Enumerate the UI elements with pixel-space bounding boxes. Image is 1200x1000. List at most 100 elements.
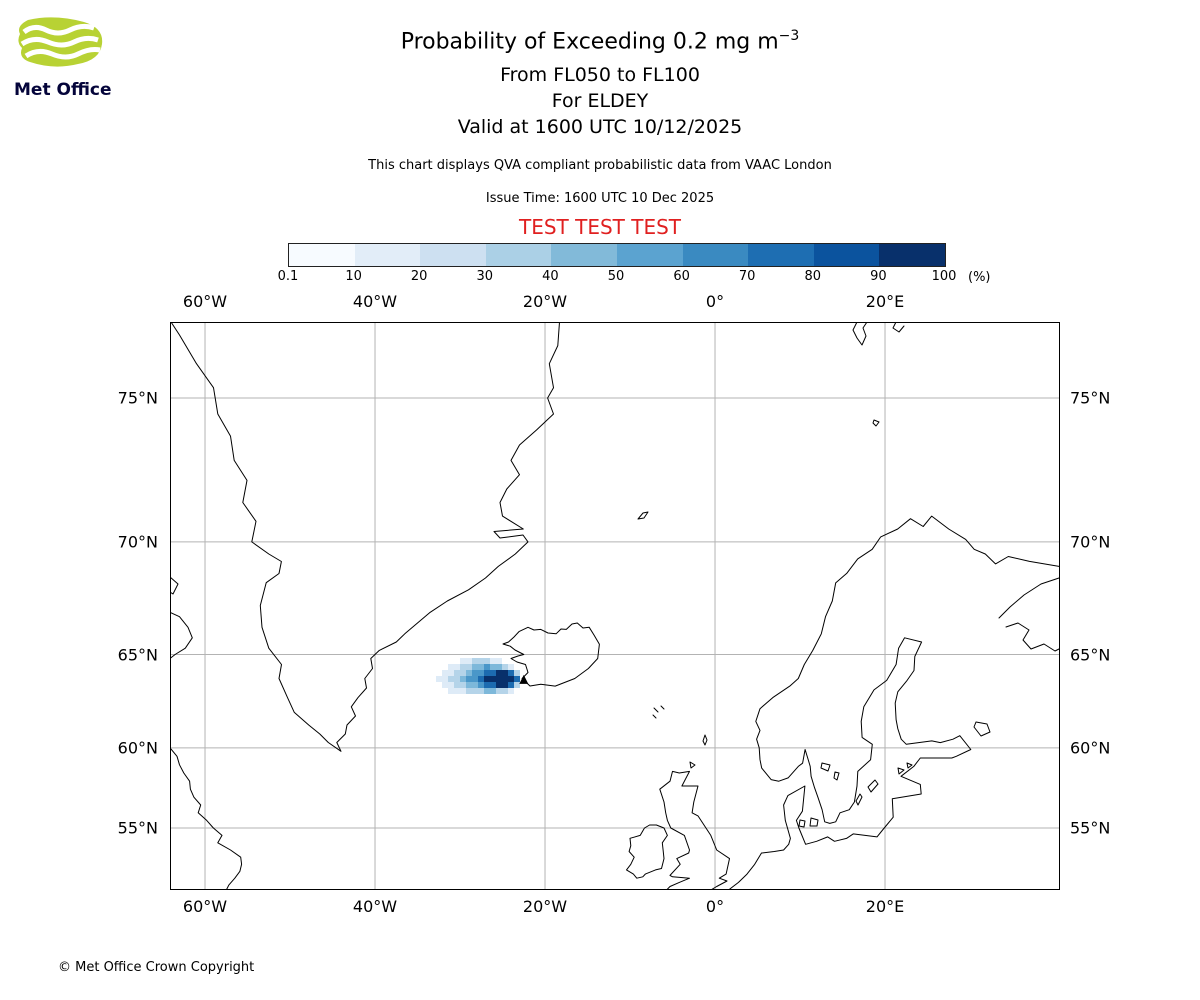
coastline-shetland-orkney [689,734,708,769]
lon-tick-label-top: 20°E [865,292,905,311]
colorbar-tick-label: 20 [410,269,428,284]
ash-probability-cell [472,688,478,694]
ash-cloud-layer [436,658,520,694]
colorbar-segment [748,244,814,266]
lat-tick-label-right: 55°N [1070,818,1111,838]
colorbar-tick-label: 30 [476,269,494,284]
lon-tick-label-top: 0° [705,292,725,311]
ash-probability-cell [466,670,472,676]
colorbar-tick-label: 0.1 [277,269,299,284]
ash-probability-cell [502,688,508,694]
coastline-ireland [626,824,668,879]
ash-probability-cell [448,664,454,670]
lakes-scandinavia [820,721,991,781]
colorbar-tick-label: 70 [738,269,756,284]
ash-probability-cell [502,670,508,676]
ash-probability-cell [460,682,466,688]
ash-probability-cell [448,682,454,688]
lon-tick-label-bottom: 60°W [182,897,228,916]
ash-probability-cell [460,688,466,694]
ash-probability-cell [484,688,490,694]
lon-tick-label-top: 40°W [352,292,398,311]
ash-probability-cell [478,688,484,694]
ash-probability-cell [466,688,472,694]
page-title: Probability of Exceeding 0.2 mg m−3 [400,28,800,55]
map-canvas [170,322,1060,890]
ash-probability-cell [478,670,484,676]
lon-tick-label-top: 20°W [522,292,568,311]
colorbar-tick-label: 100 [931,269,957,284]
grid-layer [170,322,1060,890]
ash-probability-cell [460,676,466,682]
coastline-baffin-island [170,576,193,659]
ash-probability-cell [490,682,496,688]
ash-probability-cell [454,688,460,694]
volcano-marker-icon [519,674,529,684]
volcano-marker-layer [519,674,529,684]
colorbar-segment [420,244,486,266]
ash-probability-cell [442,676,448,682]
coastline-iceland [502,622,600,687]
qva-note: This chart displays QVA compliant probab… [368,158,832,173]
ash-probability-cell [496,658,502,664]
ash-probability-cell [514,682,520,688]
ash-probability-cell [460,670,466,676]
ash-probability-cell [508,670,514,676]
ash-probability-cell [466,658,472,664]
colorbar-tick-label: 80 [804,269,822,284]
map-border [170,322,1060,890]
ash-probability-cell [508,682,514,688]
lon-tick-label-top: 60°W [182,292,228,311]
lon-tick-label-bottom: 40°W [352,897,398,916]
coastline-denmark-islands [798,817,819,828]
ash-probability-cell [478,682,484,688]
colorbar-segment [289,244,355,266]
colorbar-tick-label: 50 [607,269,625,284]
subtitle-flight-levels: From FL050 to FL100 [500,64,700,86]
met-office-logo: Met Office [14,16,124,100]
ash-probability-cell [472,682,478,688]
lat-tick-label-left: 70°N [117,532,158,552]
ash-probability-cell [496,670,502,676]
title-exponent: −3 [778,28,800,44]
ash-probability-cell [490,664,496,670]
colorbar-segment [551,244,617,266]
subtitle-volcano: For ELDEY [551,90,649,112]
coastline-labrador [170,747,243,890]
lat-tick-label-left: 75°N [117,388,158,408]
lat-tick-label-left: 65°N [117,645,158,665]
ash-probability-cell [496,682,502,688]
colorbar-tick-label: 90 [870,269,887,284]
ash-probability-cell [478,658,484,664]
coastline-baltic-islands [855,762,913,806]
coastline-white-sea [998,577,1060,652]
ash-probability-cell [490,688,496,694]
lat-tick-label-right: 60°N [1070,738,1111,758]
lat-tick-label-left: 55°N [117,818,158,838]
coastline-jan-mayen [637,511,649,520]
ash-probability-cell [484,670,490,676]
ash-probability-cell [448,670,454,676]
test-banner: TEST TEST TEST [518,215,681,239]
colorbar-segment [485,244,552,266]
ash-probability-cell [436,676,442,682]
coastline-faroes [652,705,665,719]
ash-probability-cell [490,658,496,664]
met-office-logo-text: Met Office [14,80,112,100]
ash-probability-cell [484,682,490,688]
colorbar-tick-label: 60 [673,269,690,284]
ash-probability-cell [484,676,490,682]
ash-probability-cell [454,670,460,676]
ash-probability-cell [478,676,484,682]
ash-probability-cell [490,670,496,676]
lon-tick-label-bottom: 20°W [522,897,568,916]
lon-tick-label-bottom: 0° [705,897,725,916]
colorbar-segment [813,244,880,266]
ash-probability-cell [496,664,502,670]
coastline-layer [170,322,1060,890]
colorbar-tick-label: 40 [542,269,559,284]
ash-probability-cell [472,676,478,682]
lon-tick-label-bottom: 20°E [865,897,905,916]
ash-probability-cell [460,658,466,664]
